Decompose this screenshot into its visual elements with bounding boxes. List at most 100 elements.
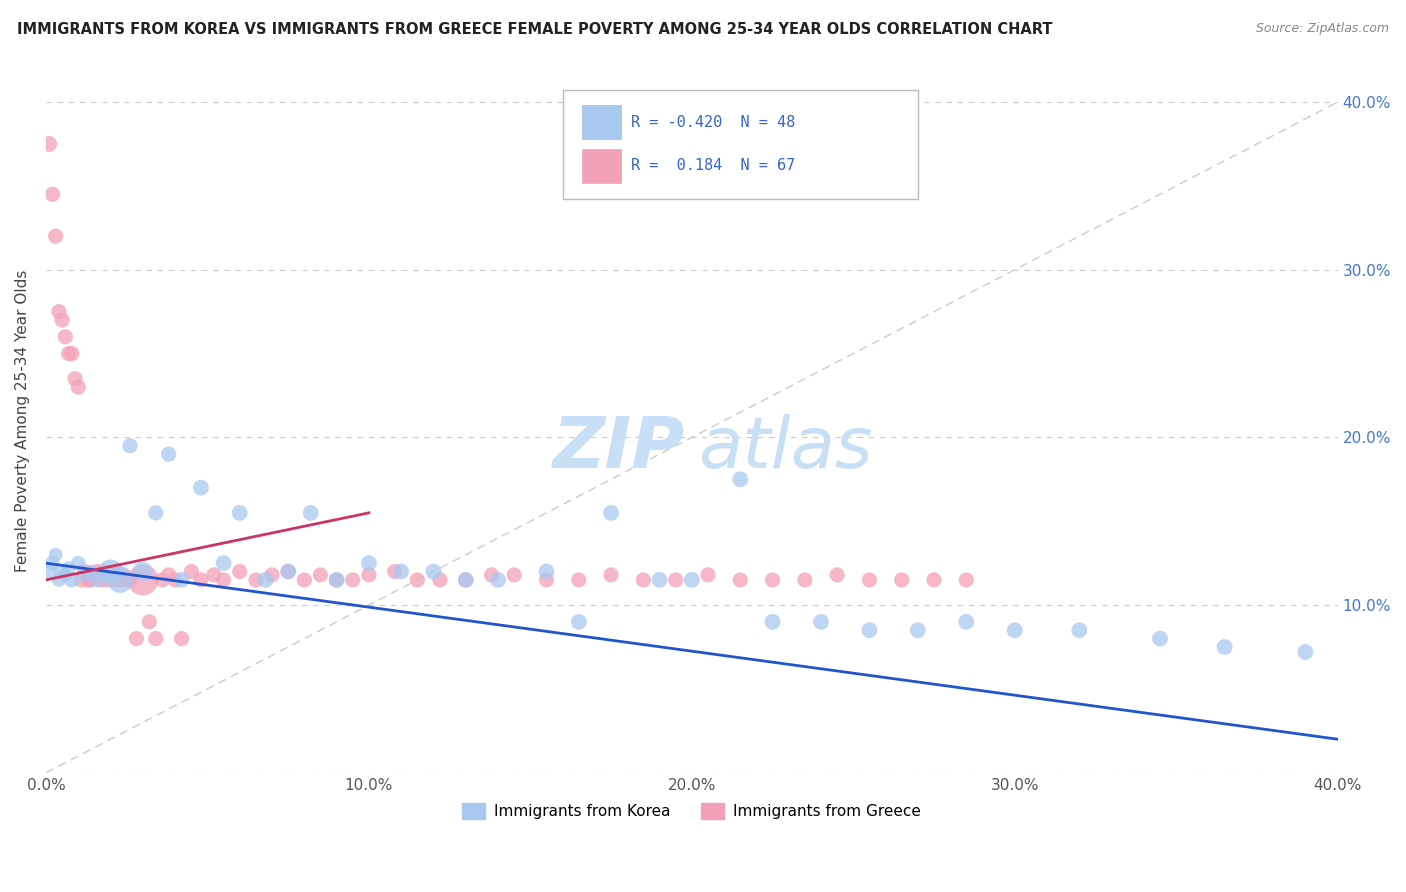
Point — [86, 573, 108, 587]
Point — [38, 136, 60, 151]
Point — [80, 565, 103, 579]
Point — [299, 506, 322, 520]
Point — [58, 346, 80, 360]
Point — [118, 573, 141, 587]
Point — [132, 573, 155, 587]
Point — [907, 624, 929, 638]
Point — [384, 565, 406, 579]
Point — [260, 567, 283, 582]
Point — [83, 567, 105, 582]
Point — [48, 304, 70, 318]
Point — [793, 573, 815, 587]
Point — [53, 567, 76, 582]
Point — [681, 573, 703, 587]
Point — [955, 615, 977, 629]
Point — [325, 573, 347, 587]
Point — [190, 573, 212, 587]
Point — [190, 481, 212, 495]
Point — [212, 556, 235, 570]
Point — [454, 573, 477, 587]
Point — [277, 565, 299, 579]
Point — [955, 573, 977, 587]
Point — [93, 565, 115, 579]
Point — [536, 573, 558, 587]
Point — [212, 573, 235, 587]
Point — [454, 573, 477, 587]
Legend: Immigrants from Korea, Immigrants from Greece: Immigrants from Korea, Immigrants from G… — [456, 797, 928, 825]
Y-axis label: Female Poverty Among 25-34 Year Olds: Female Poverty Among 25-34 Year Olds — [15, 269, 30, 572]
Text: R = -0.420  N = 48: R = -0.420 N = 48 — [631, 114, 796, 129]
Point — [53, 330, 76, 344]
Point — [890, 573, 912, 587]
Point — [80, 573, 103, 587]
Point — [825, 567, 848, 582]
Point — [138, 615, 160, 629]
Text: ZIP: ZIP — [553, 414, 685, 483]
Point — [86, 565, 108, 579]
Point — [105, 565, 128, 579]
Point — [60, 573, 83, 587]
Point — [481, 567, 503, 582]
Point — [728, 472, 751, 486]
Point — [48, 573, 70, 587]
Point — [1069, 624, 1091, 638]
Point — [277, 565, 299, 579]
Point — [422, 565, 444, 579]
Point — [58, 561, 80, 575]
FancyBboxPatch shape — [582, 105, 621, 139]
Point — [858, 624, 880, 638]
Point — [145, 506, 167, 520]
Point — [157, 447, 180, 461]
Point — [1004, 624, 1026, 638]
Point — [292, 573, 315, 587]
Point — [165, 573, 187, 587]
Point — [70, 573, 93, 587]
Point — [1213, 640, 1236, 654]
Point — [157, 567, 180, 582]
Point — [150, 573, 173, 587]
Point — [648, 573, 671, 587]
Point — [325, 573, 347, 587]
Point — [45, 548, 67, 562]
Point — [112, 567, 135, 582]
Point — [96, 573, 118, 587]
Point — [170, 573, 193, 587]
Point — [41, 556, 63, 570]
Point — [254, 573, 277, 587]
Point — [100, 565, 122, 579]
Point — [697, 567, 720, 582]
Point — [103, 573, 125, 587]
Point — [202, 567, 225, 582]
Point — [429, 573, 451, 587]
Point — [309, 567, 332, 582]
Point — [110, 573, 132, 587]
Point — [45, 229, 67, 244]
Text: atlas: atlas — [699, 414, 873, 483]
Point — [125, 632, 148, 646]
Point — [922, 573, 945, 587]
Point — [63, 372, 86, 386]
Point — [406, 573, 429, 587]
Point — [342, 573, 364, 587]
Point — [38, 565, 60, 579]
Point — [600, 567, 623, 582]
Point — [600, 506, 623, 520]
Point — [568, 615, 591, 629]
Point — [41, 187, 63, 202]
Point — [503, 567, 526, 582]
Point — [1149, 632, 1171, 646]
Point — [761, 615, 783, 629]
FancyBboxPatch shape — [582, 149, 621, 183]
Point — [245, 573, 267, 587]
Text: Source: ZipAtlas.com: Source: ZipAtlas.com — [1256, 22, 1389, 36]
Point — [858, 573, 880, 587]
Point — [90, 573, 112, 587]
Point — [73, 565, 96, 579]
Point — [93, 567, 115, 582]
Point — [728, 573, 751, 587]
Point — [132, 565, 155, 579]
Point — [357, 556, 380, 570]
Point — [73, 567, 96, 582]
Point — [665, 573, 688, 587]
Point — [389, 565, 412, 579]
